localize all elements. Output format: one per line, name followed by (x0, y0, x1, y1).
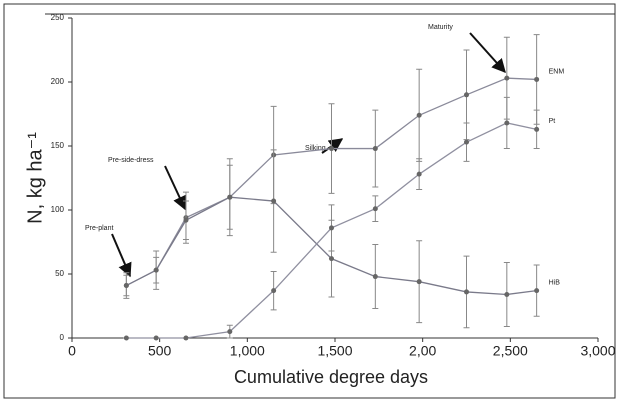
marker (328, 225, 334, 231)
marker (504, 291, 510, 297)
marker (464, 92, 469, 98)
arrow (469, 32, 506, 74)
annotation: Maturity (428, 24, 453, 31)
arrow (164, 165, 187, 211)
y-tick-label: 50 (55, 269, 64, 278)
marker (464, 289, 469, 295)
x-tick-label: 0 (68, 343, 76, 359)
annotation: Pre-side-dress (108, 157, 154, 164)
y-axis-label: N, kg ha⁻¹ (24, 132, 46, 224)
marker (372, 274, 378, 280)
x-tick-label: 1,000 (230, 343, 265, 359)
annotation: Silking (305, 145, 326, 152)
marker (534, 126, 540, 132)
marker (227, 194, 233, 200)
frame (3, 3, 616, 399)
series-label: ENM (549, 68, 565, 75)
arrow (111, 233, 132, 278)
x-tick-label: 500 (148, 343, 172, 359)
marker (504, 75, 510, 81)
marker (123, 283, 129, 289)
y-tick-label: 200 (51, 77, 65, 86)
marker (123, 335, 129, 341)
marker (416, 279, 422, 285)
annotation: Pre-plant (85, 225, 113, 232)
marker (464, 139, 469, 145)
marker (153, 267, 159, 273)
series-label: HiB (549, 279, 561, 286)
marker (328, 146, 334, 152)
y-tick-label: 0 (60, 333, 65, 342)
y-tick-label: 150 (51, 141, 65, 150)
series-label: Pt (549, 118, 556, 125)
marker (534, 288, 540, 294)
x-tick-label: 1,500 (317, 343, 352, 359)
x-tick-label: 2,00 (409, 343, 436, 359)
marker (328, 256, 334, 262)
x-tick-label: 3,000 (580, 343, 615, 359)
marker (153, 335, 159, 341)
arrow (321, 138, 344, 154)
x-axis-label: Cumulative degree days (234, 367, 428, 387)
marker (372, 146, 378, 152)
marker (183, 217, 189, 223)
marker (504, 120, 510, 126)
marker (534, 76, 540, 82)
marker (372, 206, 378, 212)
y-tick-label: 100 (51, 205, 65, 214)
marker (271, 198, 277, 204)
marker (416, 112, 422, 118)
marker (271, 288, 277, 294)
y-tick-label: 250 (51, 13, 65, 22)
x-tick-label: 2,500 (493, 343, 528, 359)
marker (183, 335, 189, 341)
marker (227, 329, 233, 335)
marker (416, 171, 422, 177)
